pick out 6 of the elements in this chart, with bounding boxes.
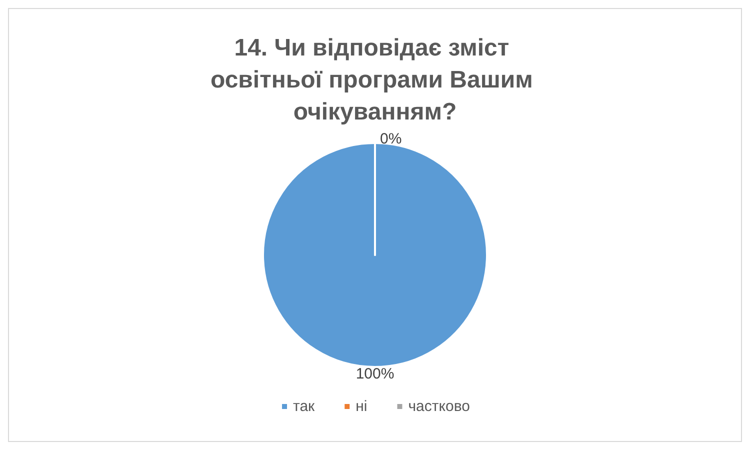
chart-title: 14. Чи відповідає зміст освітньої програми Вашим очікуванням? xyxy=(210,34,540,126)
data-label: 100% xyxy=(356,366,394,382)
legend-label: частково xyxy=(408,398,470,415)
text: 0% xyxy=(380,130,402,148)
legend-label: так xyxy=(293,398,316,415)
legend-label: ні xyxy=(356,398,368,415)
